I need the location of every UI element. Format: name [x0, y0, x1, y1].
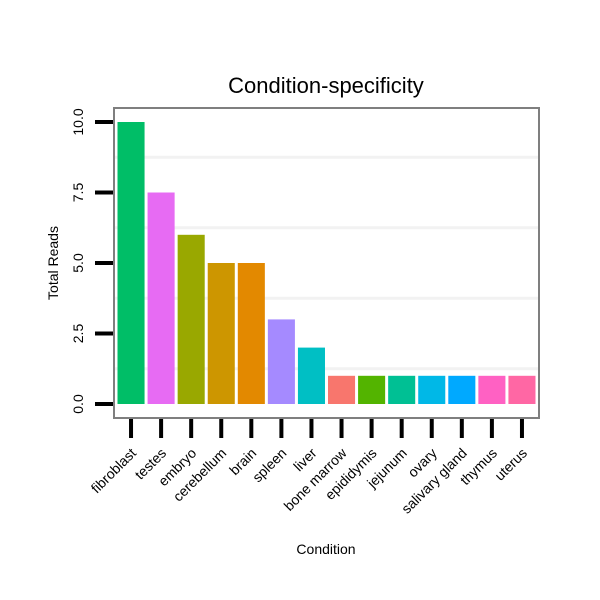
- y-tick-label: 2.5: [70, 324, 86, 344]
- bar-liver: [297, 347, 325, 404]
- bar-embryo: [177, 234, 205, 404]
- x-tick-label: uterus: [491, 445, 530, 484]
- x-axis-title: Condition: [296, 541, 355, 557]
- bar-cerebellum: [207, 263, 235, 404]
- bar-jejunum: [388, 375, 416, 404]
- y-tick-label: 5.0: [70, 253, 86, 273]
- chart-title: Condition-specificity: [228, 73, 424, 98]
- y-tick-label: 10.0: [70, 108, 86, 135]
- y-axis-title: Total Reads: [45, 226, 61, 300]
- bars: [117, 122, 536, 404]
- x-axis: fibroblasttestesembryocerebellumbrainspl…: [88, 419, 530, 517]
- x-tick-label: spleen: [249, 445, 289, 485]
- bar-fibroblast: [117, 122, 145, 404]
- bar-thymus: [478, 375, 506, 404]
- bar-testes: [147, 192, 175, 404]
- y-tick-label: 0.0: [70, 394, 86, 414]
- bar-bone-marrow: [328, 375, 356, 404]
- bar-salivary-gland: [448, 375, 476, 404]
- plot-frame: [113, 107, 540, 419]
- y-tick-label: 7.5: [70, 183, 86, 203]
- bar-ovary: [418, 375, 446, 404]
- y-axis: 0.0 2.5 5.0 7.5 10.0: [70, 108, 113, 414]
- bar-uterus: [508, 375, 536, 404]
- bar-spleen: [267, 319, 295, 404]
- bar-brain: [237, 263, 265, 404]
- bar-epididymis: [358, 375, 386, 404]
